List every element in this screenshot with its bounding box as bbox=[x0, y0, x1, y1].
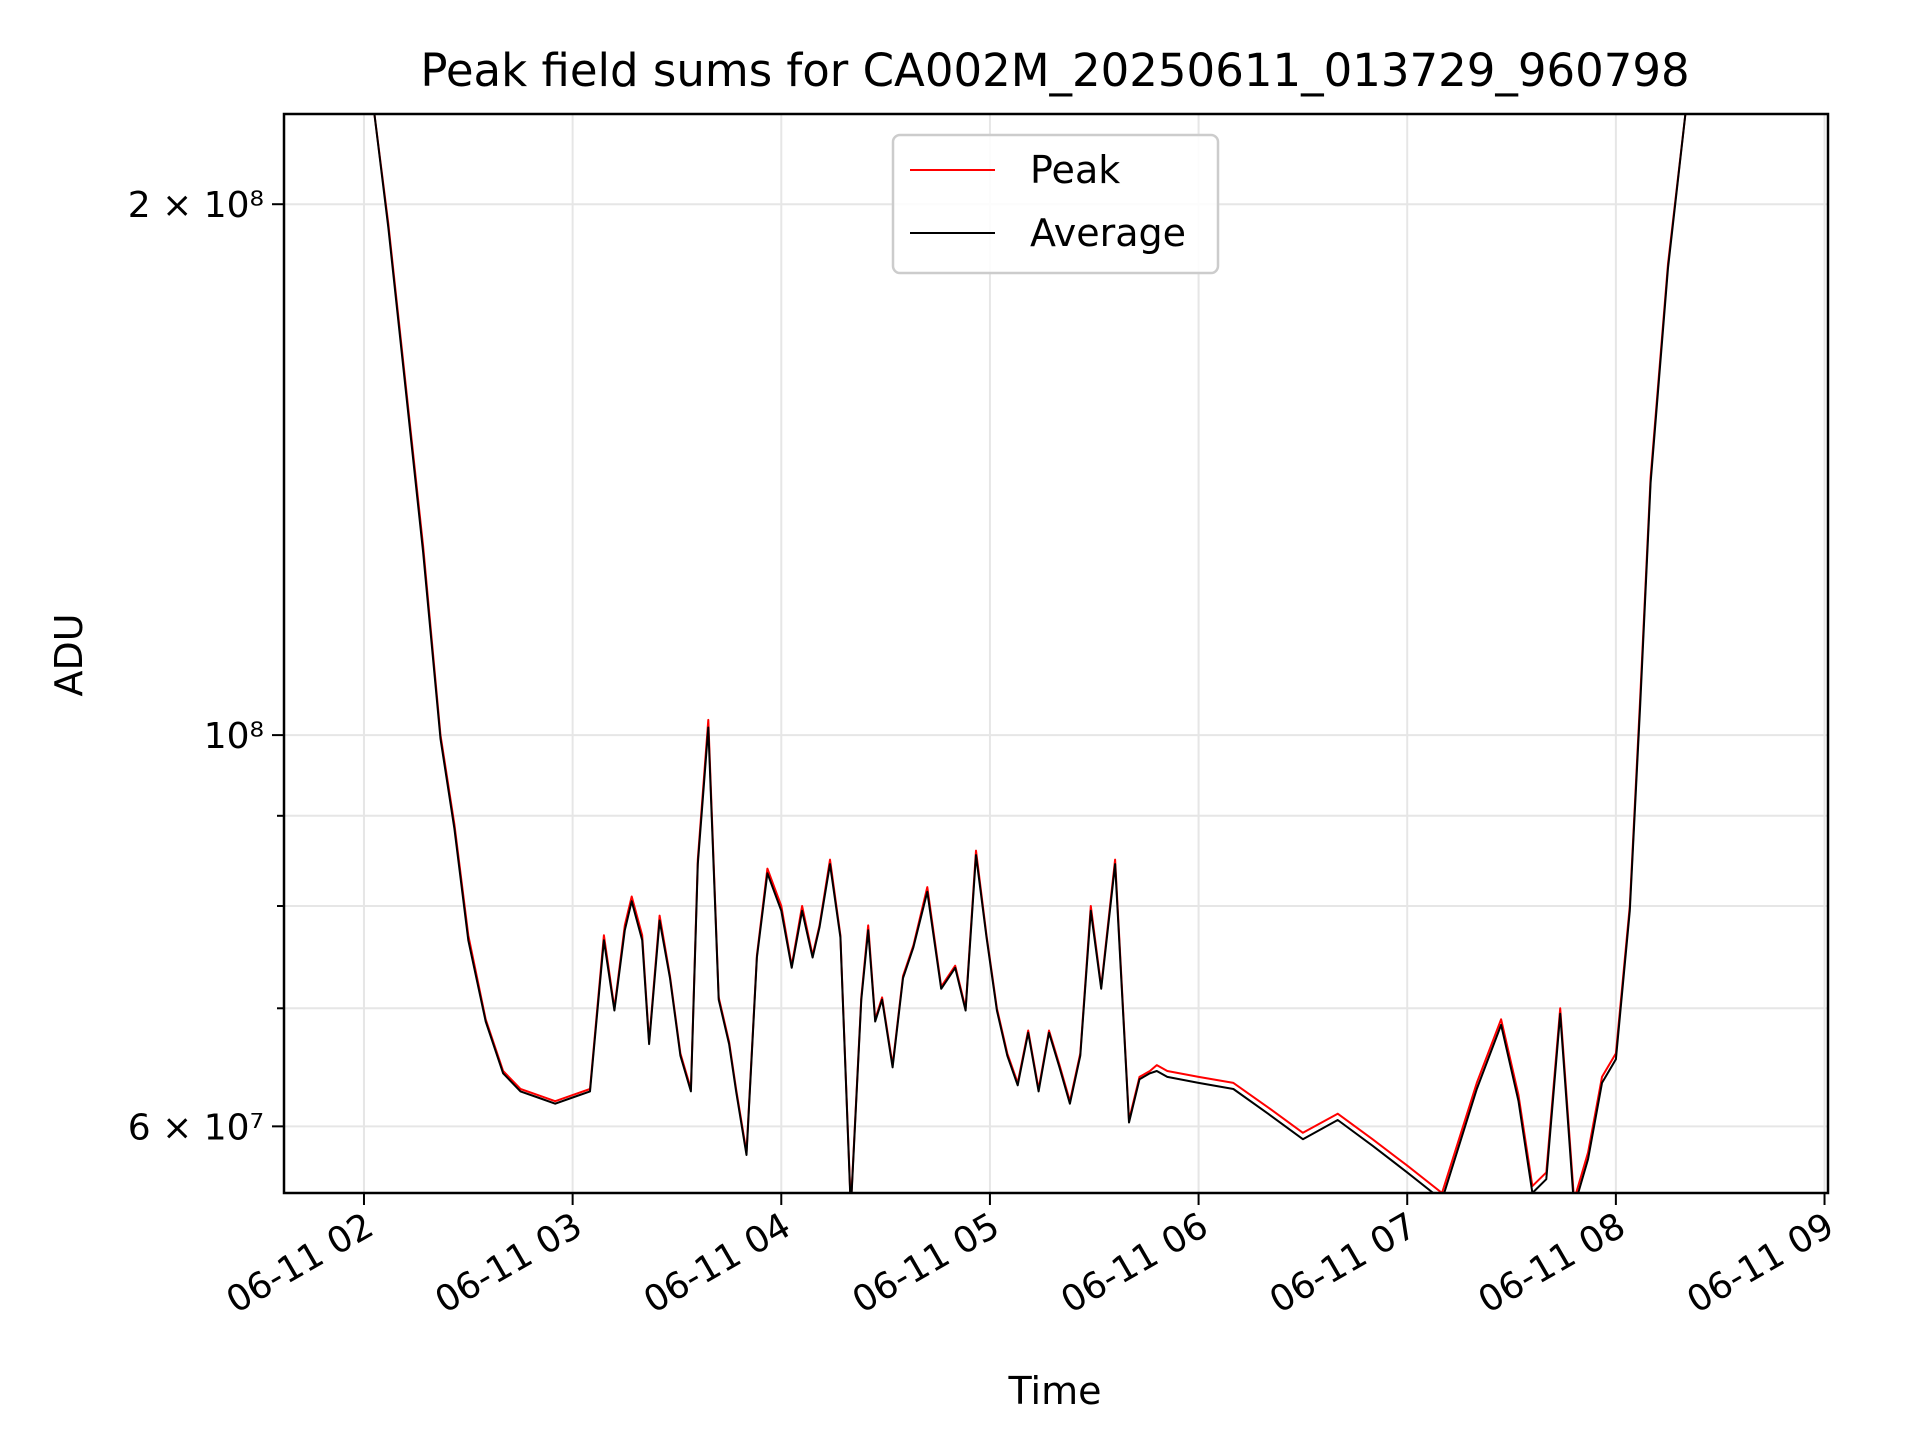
x-tick-label: 06-11 08 bbox=[1472, 1205, 1633, 1321]
x-tick-label: 06-11 07 bbox=[1263, 1205, 1424, 1321]
x-tick-label: 06-11 05 bbox=[846, 1205, 1007, 1321]
x-tick-label: 06-11 09 bbox=[1680, 1205, 1841, 1321]
series-group bbox=[284, 114, 1828, 1193]
legend: Peak Average bbox=[891, 133, 1220, 275]
y-tick-label: 10⁸ bbox=[204, 716, 264, 757]
series-line-peak bbox=[284, 114, 1828, 1193]
x-tick-label: 06-11 03 bbox=[428, 1205, 589, 1321]
x-axis-label: Time bbox=[1008, 1369, 1102, 1413]
y-tick-label: 2 × 10⁸ bbox=[128, 185, 264, 226]
plot-area-frame bbox=[282, 112, 1830, 1195]
chart-title: Peak field sums for CA002M_20250611_0137… bbox=[420, 44, 1689, 97]
legend-average-label: Average bbox=[1030, 211, 1186, 255]
x-tick-label: 06-11 04 bbox=[637, 1205, 798, 1321]
series-line-average bbox=[284, 114, 1828, 1193]
y-tick-label: 6 × 10⁷ bbox=[128, 1107, 264, 1148]
y-axis-ticks: 2 × 10⁸ 10⁸ 6 × 10⁷ bbox=[128, 185, 284, 1148]
x-axis-ticks: 06-11 02 06-11 03 06-11 04 06-11 05 06-11 06… bbox=[220, 1193, 1841, 1322]
grid bbox=[284, 114, 1828, 1193]
x-tick-label: 06-11 06 bbox=[1054, 1205, 1215, 1321]
x-tick-label: 06-11 02 bbox=[220, 1205, 381, 1321]
legend-peak-label: Peak bbox=[1030, 148, 1120, 192]
y-axis-label: ADU bbox=[47, 613, 91, 696]
